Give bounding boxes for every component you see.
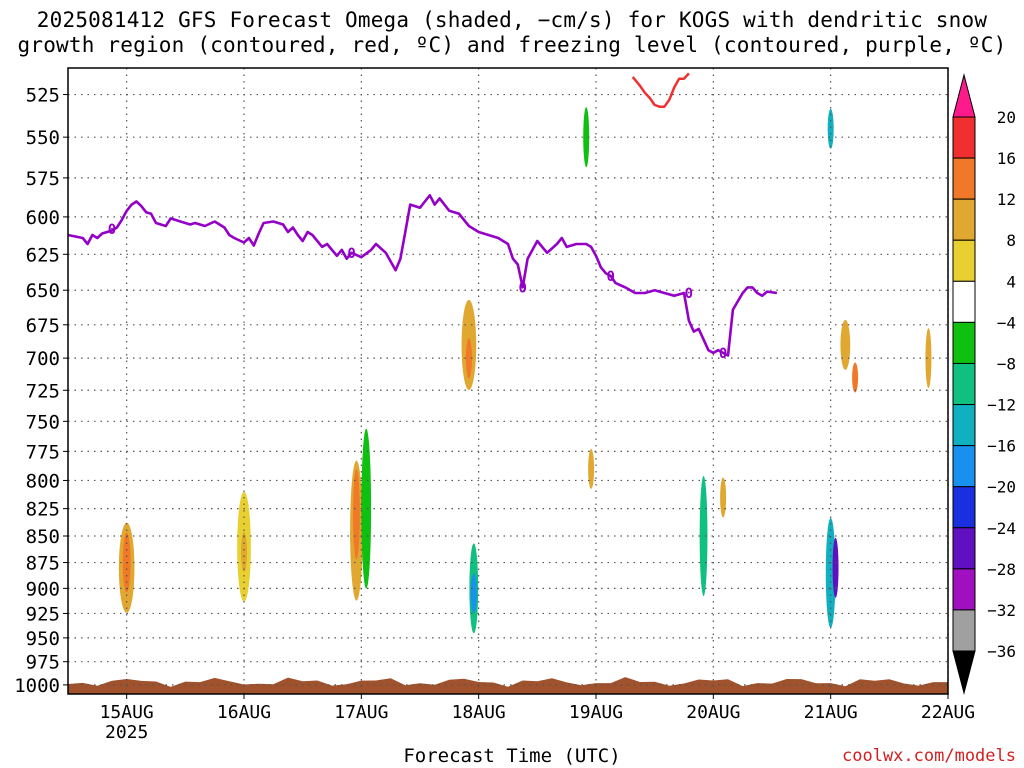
grid: 525 550 575 600 625 650 675 700 725 750 775 800 825 8… xyxy=(14,68,975,743)
colorbar-segment xyxy=(952,527,976,570)
omega-cell xyxy=(241,532,247,573)
y-tick-label: 875 xyxy=(26,553,60,575)
omega-cell xyxy=(852,362,859,393)
freezing-level-label: 0 xyxy=(719,346,727,362)
plot-frame xyxy=(67,67,949,695)
y-tick-label: 1000 xyxy=(14,675,60,697)
omega-cell xyxy=(827,108,834,149)
colorbar-segment xyxy=(952,280,976,323)
colorbar-segment xyxy=(952,239,976,282)
omega-cell xyxy=(840,319,851,370)
colorbar-segment xyxy=(952,116,976,159)
colorbar-segment xyxy=(952,362,976,406)
omega-cell xyxy=(832,537,839,598)
colorbar-label: −8 xyxy=(997,354,1016,373)
y-tick-label: 650 xyxy=(26,280,60,302)
y-tick-label: 750 xyxy=(26,411,60,433)
plot-area xyxy=(68,68,948,694)
omega-cell xyxy=(588,448,595,489)
freezing-level-label: 0 xyxy=(347,246,355,262)
y-tick-label: 725 xyxy=(26,380,60,402)
colorbar-label: −28 xyxy=(987,560,1016,579)
x-tick-label: 18AUG xyxy=(452,702,506,723)
colorbar-label: 8 xyxy=(1006,231,1016,250)
freezing-level-label: 0 xyxy=(685,286,693,302)
y-tick-label: 800 xyxy=(26,470,60,492)
terrain xyxy=(68,677,948,694)
colorbar-segment xyxy=(952,321,976,364)
y-tick-label: 625 xyxy=(26,244,60,266)
x-tick-label: 22AUG xyxy=(921,702,975,723)
omega-cell xyxy=(699,475,708,596)
x-tick-label: 17AUG xyxy=(334,702,388,723)
omega-cell xyxy=(825,517,836,628)
x-tick-label: 15AUG xyxy=(100,702,154,723)
dendritic-contour xyxy=(631,72,690,108)
freezing-level-label: 0 xyxy=(108,222,116,238)
colorbar-label: −24 xyxy=(987,519,1016,538)
colorbar-segment xyxy=(952,568,976,611)
colorbar-segment xyxy=(952,404,976,447)
omega-cell xyxy=(583,107,590,168)
y-tick-label: 775 xyxy=(26,441,60,463)
colorbar-label: 12 xyxy=(997,190,1016,209)
omega-cell xyxy=(925,328,932,389)
colorbar-label: −4 xyxy=(997,313,1016,332)
y-tick-label: 925 xyxy=(26,603,60,625)
freezing-level-label: 0 xyxy=(518,280,526,296)
y-tick-label: 600 xyxy=(26,207,60,229)
colorbar-label: −36 xyxy=(987,642,1016,661)
colorbar-label: −20 xyxy=(987,478,1016,497)
colorbar-segment xyxy=(952,198,976,241)
y-tick-label: 700 xyxy=(26,348,60,370)
omega-cell xyxy=(470,573,477,614)
y-tick-label: 550 xyxy=(26,127,60,149)
x-tick-label: 16AUG xyxy=(217,702,271,723)
x-tick-sublabel: 2025 xyxy=(105,722,148,743)
colorbar-label: 16 xyxy=(997,149,1016,168)
x-tick-label: 21AUG xyxy=(804,702,858,723)
colorbar-label: 20 xyxy=(997,108,1016,127)
colorbar-top-arrow xyxy=(952,73,976,118)
credit-link[interactable]: coolwx.com/models xyxy=(842,746,1016,766)
y-tick-label: 525 xyxy=(26,85,60,107)
colorbar-segment xyxy=(952,445,976,488)
colorbar-label: 4 xyxy=(1006,272,1016,291)
y-tick-label: 975 xyxy=(26,652,60,674)
terrain-fill xyxy=(68,677,948,694)
x-axis-title: Forecast Time (UTC) xyxy=(403,745,621,767)
omega-cell xyxy=(353,469,360,560)
colorbar-segment xyxy=(952,157,976,200)
colorbar-label: −32 xyxy=(987,601,1016,620)
colorbar-label: −12 xyxy=(987,396,1016,415)
colorbar-label: −16 xyxy=(987,437,1016,456)
omega-cell xyxy=(720,477,727,518)
y-tick-label: 575 xyxy=(26,168,60,190)
chart-title-line-1: 2025081412 GFS Forecast Omega (shaded, −… xyxy=(36,8,988,32)
freezing-level-label: 0 xyxy=(606,269,614,285)
y-tick-label: 900 xyxy=(26,578,60,600)
y-tick-label: 825 xyxy=(26,499,60,521)
x-tick-label: 20AUG xyxy=(686,702,740,723)
y-tick-label: 850 xyxy=(26,526,60,548)
x-tick-label: 19AUG xyxy=(569,702,623,723)
colorbar-bottom-arrow xyxy=(952,650,976,695)
y-tick-label: 675 xyxy=(26,315,60,337)
colorbar-segment xyxy=(952,486,976,529)
omega-cell xyxy=(465,338,472,379)
chart-title-line-2: growth region (contoured, red, ºC) and f… xyxy=(17,33,1007,57)
freezing-level-contour xyxy=(67,194,778,357)
omega-cell xyxy=(361,428,372,589)
colorbar: 20 16 12 8 4 −4 −8 −12 −16 −20 −24 −28 −32 −36 xyxy=(952,73,1016,695)
y-tick-label: 950 xyxy=(26,628,60,650)
colorbar-segment xyxy=(952,609,976,652)
omega-shading xyxy=(118,107,932,634)
